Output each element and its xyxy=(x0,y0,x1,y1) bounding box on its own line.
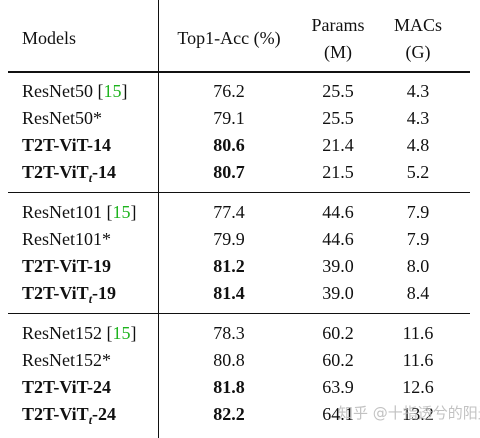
header-macs-unit: (G) xyxy=(405,42,431,62)
acc-value: 76.2 xyxy=(213,81,245,101)
macs-value: 11.6 xyxy=(402,323,434,343)
params-value: 21.5 xyxy=(322,162,354,182)
group-divider-1 xyxy=(8,192,470,193)
model-name: T2T-ViTt-24 xyxy=(22,404,117,427)
acc-value: 81.4 xyxy=(213,283,245,303)
header-params-unit: (M) xyxy=(324,42,352,62)
acc-value: 80.7 xyxy=(213,162,245,182)
params-value: 63.9 xyxy=(322,377,354,397)
acc-value: 79.9 xyxy=(213,229,245,249)
acc-value: 80.8 xyxy=(213,350,245,370)
params-value: 39.0 xyxy=(322,256,354,276)
model-name: T2T-ViTt-19 xyxy=(22,283,117,306)
macs-value: 4.3 xyxy=(406,81,430,101)
model-name: ResNet101* xyxy=(22,229,111,249)
params-value: 25.5 xyxy=(322,81,354,101)
params-value: 44.6 xyxy=(322,229,354,249)
column-divider xyxy=(158,0,159,438)
citation-link[interactable]: 15 xyxy=(112,323,131,343)
header-models: Models xyxy=(22,28,76,48)
params-value: 60.2 xyxy=(322,350,354,370)
params-value: 25.5 xyxy=(322,108,354,128)
acc-value: 80.6 xyxy=(213,135,245,155)
header-params: Params xyxy=(311,15,365,35)
acc-value: 79.1 xyxy=(213,108,245,128)
acc-value: 77.4 xyxy=(213,202,245,222)
model-name: T2T-ViT-19 xyxy=(22,256,112,276)
model-name: ResNet152* xyxy=(22,350,111,370)
macs-value: 11.6 xyxy=(402,350,434,370)
macs-value: 8.0 xyxy=(406,256,430,276)
group-divider-2 xyxy=(8,313,470,314)
acc-value: 81.2 xyxy=(213,256,245,276)
citation-link[interactable]: 15 xyxy=(103,81,122,101)
params-value: 39.0 xyxy=(322,283,354,303)
header-top1-acc: Top1-Acc (%) xyxy=(177,28,281,48)
macs-value: 7.9 xyxy=(406,202,430,222)
model-name: T2T-ViT-14 xyxy=(22,135,112,155)
macs-value: 4.3 xyxy=(406,108,430,128)
model-name: ResNet152 [15] xyxy=(22,323,137,343)
model-name: ResNet50* xyxy=(22,108,102,128)
macs-value: 4.8 xyxy=(406,135,430,155)
macs-value: 5.2 xyxy=(406,162,430,182)
acc-value: 81.8 xyxy=(213,377,245,397)
params-value: 44.6 xyxy=(322,202,354,222)
watermark: 知乎 @十指透兮的阳光 xyxy=(338,404,480,422)
macs-value: 8.4 xyxy=(406,283,430,303)
citation-link[interactable]: 15 xyxy=(112,202,131,222)
params-value: 21.4 xyxy=(322,135,354,155)
model-name: T2T-ViTt-14 xyxy=(22,162,117,185)
macs-value: 7.9 xyxy=(406,229,430,249)
macs-value: 12.6 xyxy=(402,377,434,397)
header-bottom-rule xyxy=(8,71,470,73)
acc-value: 78.3 xyxy=(213,323,245,343)
params-value: 64.1 xyxy=(322,404,354,424)
macs-value: 13.2 xyxy=(402,404,434,424)
acc-value: 82.2 xyxy=(213,404,245,424)
params-value: 60.2 xyxy=(322,323,354,343)
model-name: ResNet101 [15] xyxy=(22,202,137,222)
model-name: T2T-ViT-24 xyxy=(22,377,112,397)
header-macs: MACs xyxy=(393,15,442,35)
model-name: ResNet50 [15] xyxy=(22,81,128,101)
